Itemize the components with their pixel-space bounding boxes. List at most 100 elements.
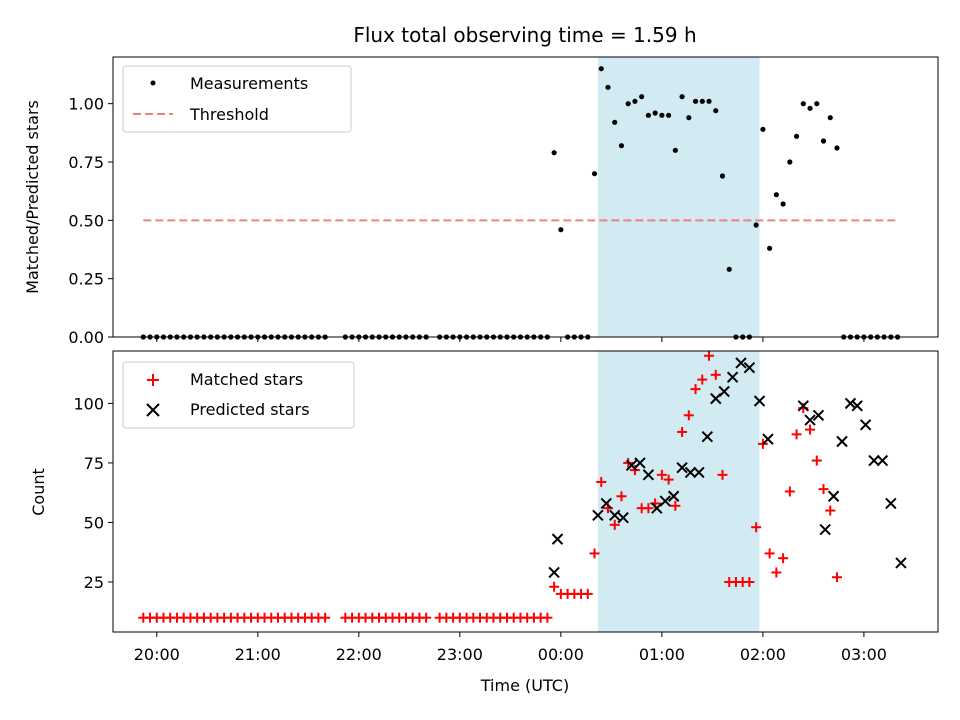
predicted-star-point: [859, 419, 872, 431]
matched-star-point: [791, 429, 802, 440]
predicted-star-point: [753, 395, 766, 407]
measurement-point: [645, 112, 652, 118]
predicted-star-point: [548, 566, 560, 579]
predicted-star-point: [551, 533, 564, 545]
predicted-star-point: [868, 454, 880, 467]
matched-star-point: [744, 576, 755, 587]
matched-star-point: [690, 384, 701, 395]
predicted-star-point: [659, 495, 671, 507]
bottom-xtick-label: 22:00: [336, 645, 382, 664]
predicted-star-point: [609, 509, 621, 522]
measurement-point: [793, 133, 800, 139]
matched-star-points: [138, 350, 842, 623]
matched-star-point: [811, 455, 822, 466]
top-axes-frame: [112, 56, 939, 338]
bottom-xtick-label: 01:00: [639, 645, 685, 664]
legend-threshold-label: Threshold: [189, 105, 269, 124]
measurement-point: [760, 126, 766, 132]
predicted-star-point: [718, 385, 730, 398]
predicted-star-point: [634, 457, 646, 469]
legend-measurements-label: Measurements: [190, 74, 308, 93]
measurement-point: [800, 101, 806, 107]
matched-star-point: [677, 426, 688, 437]
measurement-point: [598, 66, 604, 72]
bottom-ytick-label: 100: [73, 394, 104, 413]
predicted-star-point: [592, 509, 604, 522]
measurement-point: [767, 245, 773, 251]
matched-star-point: [683, 410, 694, 421]
matched-star-point: [582, 588, 593, 599]
measurement-point: [679, 94, 685, 100]
bottom-xtick-label: 03:00: [841, 645, 887, 664]
measurement-point: [814, 101, 820, 107]
legend-predicted-marker: [146, 403, 160, 417]
bottom-xtick-label: 00:00: [538, 645, 584, 664]
matched-star-point: [589, 548, 600, 559]
top-legend: Measurements Threshold: [122, 65, 352, 133]
top-ylabel: Matched/Predicted stars: [23, 100, 42, 294]
predicted-star-point: [735, 357, 747, 369]
predicted-star-point: [743, 361, 756, 374]
matched-star-point: [670, 500, 681, 511]
top-ytick-label: 1.00: [68, 95, 104, 114]
matched-star-point: [831, 572, 842, 583]
bottom-panel: 25 50 75 100 20:00 21:00 22:00 23:00 00:00 01:00…: [29, 350, 939, 695]
top-ytick-label: 0.25: [68, 270, 104, 289]
matched-star-point: [805, 424, 816, 435]
matched-star-point: [784, 486, 795, 497]
top-panel: 0.00 0.25 0.50 0.75 1.00 Matched/Predicted s…: [23, 56, 939, 347]
legend-matched-marker: [147, 374, 159, 386]
predicted-star-point: [684, 466, 697, 479]
measurement-point: [605, 84, 611, 90]
bottom-ytick-label: 25: [84, 573, 104, 592]
bottom-xlabel: Time (UTC): [480, 676, 569, 695]
matched-star-point: [663, 474, 674, 485]
measurement-point: [666, 112, 672, 118]
matched-star-point: [656, 469, 667, 480]
matched-star-point: [751, 522, 762, 533]
measurement-point: [632, 98, 638, 104]
measurement-point: [787, 159, 793, 165]
predicted-star-point: [851, 400, 863, 412]
bottom-xtick-label: 20:00: [134, 645, 180, 664]
predicted-star-point: [762, 433, 774, 445]
measurement-point: [719, 173, 726, 179]
legend-matched-label: Matched stars: [190, 370, 303, 389]
measurement-point: [820, 138, 827, 144]
bottom-xtick-label: 21:00: [235, 645, 281, 664]
bottom-y-ticks: 25 50 75 100: [73, 394, 113, 592]
measurement-point: [713, 108, 719, 114]
measurement-point: [706, 98, 712, 104]
predicted-star-point: [625, 459, 638, 472]
top-y-ticks: 0.00 0.25 0.50 0.75 1.00: [68, 95, 113, 347]
predicted-star-point: [844, 397, 857, 410]
figure-title: Flux total observing time = 1.59 h: [353, 23, 696, 47]
matched-star-point: [549, 581, 560, 592]
bottom-legend: Matched stars Predicted stars: [122, 361, 355, 429]
measurement-point: [686, 115, 692, 121]
measurement-point: [773, 192, 779, 198]
measurement-point: [672, 147, 678, 153]
measurement-point: [625, 101, 631, 107]
matched-star-point: [542, 612, 553, 623]
matched-star-point: [778, 553, 789, 564]
measurement-point: [699, 98, 705, 104]
legend-predicted-label: Predicted stars: [190, 400, 310, 419]
measurement-point: [659, 112, 665, 118]
predicted-star-point: [876, 454, 889, 467]
predicted-star-point: [676, 461, 688, 474]
measurement-point: [558, 227, 564, 233]
matched-star-point: [609, 519, 620, 530]
measurement-point: [652, 110, 658, 116]
predicted-star-point: [827, 490, 840, 502]
measurement-point: [618, 143, 625, 149]
matched-star-point: [818, 484, 829, 495]
bottom-x-ticks: 20:00 21:00 22:00 23:00 00:00 01:00 02:00 03:00: [134, 632, 887, 664]
measurement-point: [726, 266, 732, 272]
predicted-star-point: [667, 490, 680, 502]
measurement-point: [692, 98, 699, 104]
measurement-point: [807, 105, 813, 111]
predicted-star-point: [642, 469, 655, 481]
legend-measurements-marker: [150, 80, 156, 86]
